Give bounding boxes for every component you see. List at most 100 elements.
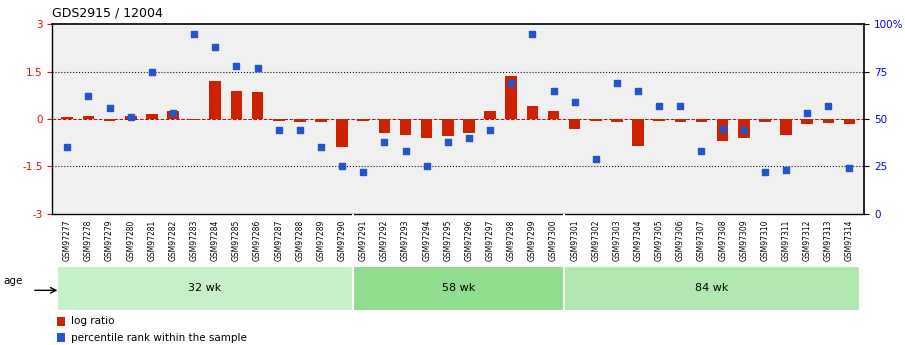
Point: [145, 69, 159, 74]
Bar: [57, 333, 65, 342]
Text: GSM97297: GSM97297: [486, 219, 495, 261]
Bar: [843, 119, 855, 124]
Point: [757, 169, 772, 175]
Bar: [759, 119, 771, 121]
Bar: [484, 111, 496, 119]
Text: GSM97299: GSM97299: [528, 219, 537, 261]
Text: GSM97301: GSM97301: [570, 219, 579, 261]
Point: [187, 31, 202, 36]
Text: 32 wk: 32 wk: [188, 283, 222, 293]
Text: GSM97289: GSM97289: [317, 219, 326, 261]
Point: [419, 164, 433, 169]
Text: GSM97278: GSM97278: [84, 219, 93, 261]
Point: [314, 145, 329, 150]
Text: GSM97282: GSM97282: [168, 219, 177, 261]
Text: GSM97300: GSM97300: [549, 219, 558, 261]
Point: [694, 148, 709, 154]
Bar: [209, 81, 221, 119]
Text: GSM97311: GSM97311: [782, 219, 791, 261]
Text: GSM97306: GSM97306: [676, 219, 685, 261]
Bar: [357, 119, 369, 121]
Bar: [823, 119, 834, 123]
Bar: [633, 119, 643, 146]
Text: GSM97304: GSM97304: [634, 219, 643, 261]
Point: [652, 103, 666, 108]
Text: GSM97293: GSM97293: [401, 219, 410, 261]
Text: GSM97284: GSM97284: [211, 219, 220, 261]
Text: GSM97292: GSM97292: [380, 219, 389, 261]
Text: GSM97312: GSM97312: [803, 219, 812, 261]
Bar: [569, 119, 580, 128]
Bar: [400, 119, 412, 135]
Text: GSM97291: GSM97291: [358, 219, 367, 261]
Bar: [696, 119, 708, 122]
Bar: [548, 111, 559, 119]
Text: 58 wk: 58 wk: [442, 283, 475, 293]
Text: GSM97294: GSM97294: [422, 219, 431, 261]
Text: GSM97310: GSM97310: [760, 219, 769, 261]
Bar: [463, 119, 475, 133]
Text: GSM97290: GSM97290: [338, 219, 347, 261]
Bar: [505, 76, 517, 119]
Bar: [527, 106, 538, 119]
Bar: [611, 119, 623, 121]
Text: GDS2915 / 12004: GDS2915 / 12004: [52, 6, 164, 19]
Point: [462, 135, 476, 141]
Point: [673, 103, 688, 108]
Text: GSM97288: GSM97288: [295, 219, 304, 261]
Point: [779, 167, 794, 173]
Text: GSM97287: GSM97287: [274, 219, 283, 261]
Text: GSM97298: GSM97298: [507, 219, 516, 261]
Bar: [104, 119, 115, 121]
Point: [335, 164, 349, 169]
Bar: [167, 111, 179, 119]
Point: [567, 99, 582, 105]
Text: 84 wk: 84 wk: [695, 283, 729, 293]
Text: GSM97313: GSM97313: [824, 219, 833, 261]
Bar: [378, 119, 390, 133]
Text: log ratio: log ratio: [71, 316, 114, 326]
Point: [715, 126, 729, 131]
Point: [166, 110, 180, 116]
Text: GSM97295: GSM97295: [443, 219, 452, 261]
Text: GSM97285: GSM97285: [232, 219, 241, 261]
Point: [356, 169, 370, 175]
Text: GSM97277: GSM97277: [62, 219, 71, 261]
Text: GSM97314: GSM97314: [845, 219, 854, 261]
Bar: [717, 119, 729, 141]
Bar: [273, 119, 284, 121]
Point: [251, 65, 265, 70]
Bar: [802, 119, 813, 124]
Point: [800, 110, 814, 116]
Point: [441, 139, 455, 145]
Text: GSM97280: GSM97280: [126, 219, 135, 261]
Point: [377, 139, 392, 145]
Bar: [188, 119, 200, 120]
Bar: [146, 114, 157, 119]
Bar: [564, 266, 860, 311]
Text: GSM97309: GSM97309: [739, 219, 748, 261]
Text: age: age: [3, 276, 23, 286]
Point: [272, 128, 286, 133]
Bar: [442, 119, 453, 136]
Point: [81, 93, 96, 99]
Bar: [125, 116, 137, 119]
Point: [737, 128, 751, 133]
Point: [504, 80, 519, 86]
Point: [547, 88, 561, 93]
Bar: [315, 119, 327, 122]
Text: GSM97296: GSM97296: [464, 219, 473, 261]
Point: [102, 105, 117, 110]
Bar: [252, 92, 263, 119]
Text: GSM97303: GSM97303: [613, 219, 622, 261]
Bar: [780, 119, 792, 135]
Bar: [57, 266, 353, 311]
Point: [229, 63, 243, 69]
Text: GSM97286: GSM97286: [253, 219, 262, 261]
Point: [398, 148, 413, 154]
Text: GSM97305: GSM97305: [654, 219, 663, 261]
Point: [588, 156, 603, 161]
Text: GSM97281: GSM97281: [148, 219, 157, 261]
Point: [292, 128, 307, 133]
Point: [60, 145, 74, 150]
